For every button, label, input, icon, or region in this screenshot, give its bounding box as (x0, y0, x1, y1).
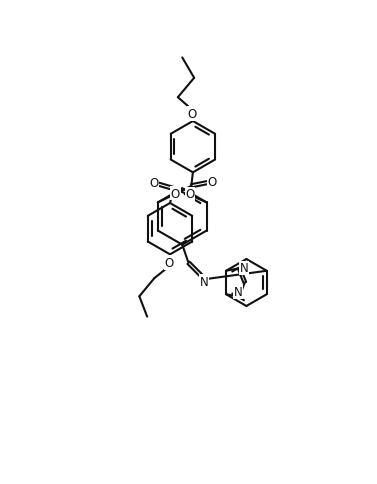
Text: O: O (171, 187, 180, 200)
Text: O: O (149, 177, 158, 189)
Text: O: O (165, 257, 174, 270)
Text: N: N (200, 275, 209, 288)
Text: N: N (234, 286, 242, 299)
Text: O: O (207, 176, 217, 188)
Text: N: N (240, 261, 248, 274)
Text: O: O (188, 108, 197, 121)
Text: O: O (185, 188, 195, 201)
